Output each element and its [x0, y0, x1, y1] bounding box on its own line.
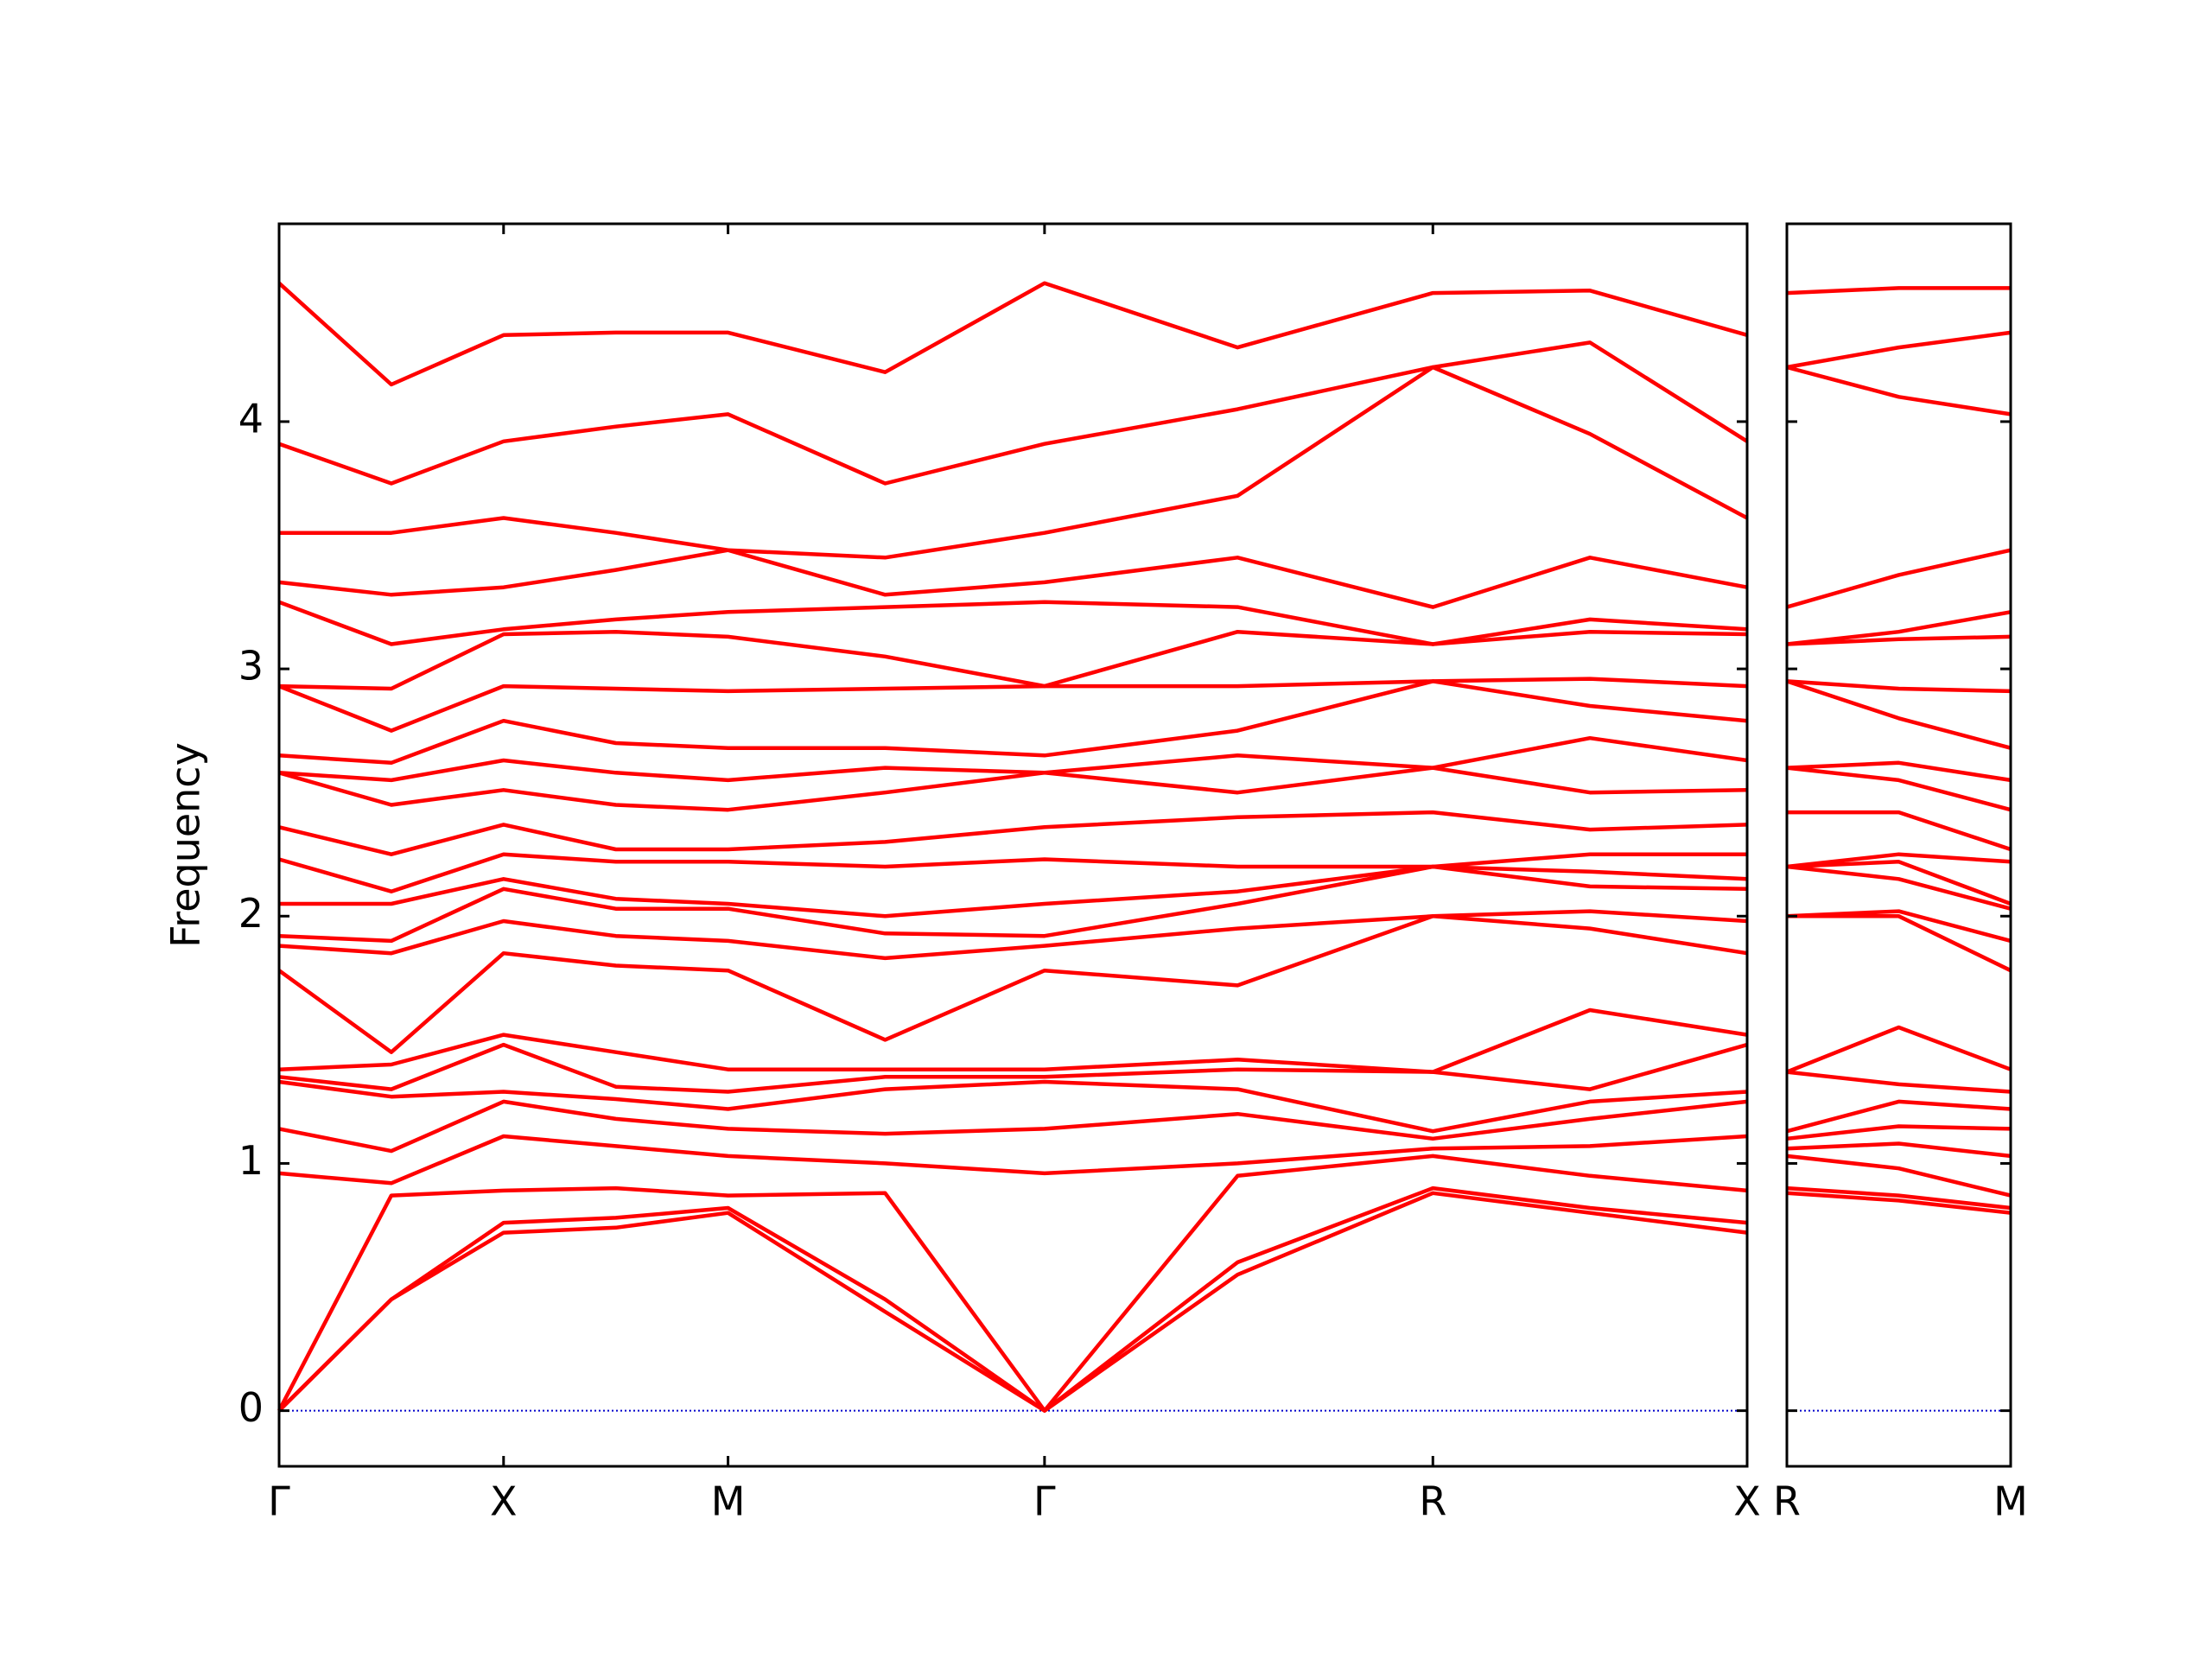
y-tick-label: 0 [238, 1384, 264, 1431]
band-line [1787, 914, 2012, 973]
plot-frame [1785, 222, 2012, 1468]
band-line [278, 600, 1748, 646]
band-line [278, 1042, 1748, 1094]
band-line [1786, 679, 2012, 694]
band-line [278, 909, 1748, 961]
band-line [278, 852, 1747, 893]
x-tick-label: M [711, 1478, 746, 1525]
band-line [1786, 864, 2012, 911]
band-line [1786, 1025, 2012, 1074]
band-line [1786, 760, 2012, 783]
band-line [279, 365, 1749, 560]
band-line [278, 1134, 1748, 1185]
band-line [1786, 330, 2012, 370]
band-line [1786, 852, 2012, 869]
band-line [1786, 634, 2012, 646]
band-line [277, 1154, 1748, 1413]
band-line [277, 914, 1748, 1054]
x-tick-label: R [1773, 1478, 1801, 1525]
band-line [278, 864, 1748, 944]
band-line [278, 1007, 1748, 1074]
band-line [1786, 610, 2012, 646]
band-line [1786, 286, 2011, 296]
x-tick-label: R [1419, 1478, 1446, 1525]
band-line [278, 629, 1748, 691]
band-line [1786, 548, 2012, 609]
band-line [278, 735, 1748, 783]
y-tick-label: 4 [238, 395, 264, 442]
y-tick-label: 2 [238, 890, 264, 937]
band-line [277, 1191, 1748, 1413]
y-axis-label: Frequency [162, 742, 209, 948]
x-tick-label: M [1993, 1478, 2028, 1525]
band-line [278, 677, 1748, 733]
band-line [1786, 860, 2012, 906]
x-tick-label: X [490, 1478, 518, 1525]
band-line [1786, 679, 2012, 750]
band-line [278, 810, 1748, 856]
band-line [277, 281, 1748, 387]
band-line [1786, 1185, 2012, 1211]
band-line [278, 548, 1748, 609]
band-line [277, 1185, 1748, 1413]
band-line [1786, 1070, 2012, 1094]
band-line [1786, 1141, 2012, 1159]
band-line [278, 1079, 1748, 1134]
band-line [278, 1099, 1748, 1154]
x-tick-label: X [1733, 1478, 1761, 1525]
band-line [278, 679, 1748, 766]
band-line [1786, 1154, 2012, 1198]
plot-frame [277, 222, 1749, 1468]
x-tick-label: Γ [268, 1478, 290, 1525]
band-line [1786, 766, 2012, 812]
band-line [278, 766, 1748, 812]
y-tick-label: 3 [238, 643, 264, 690]
band-line [1787, 810, 2012, 852]
x-tick-label: Γ [1033, 1478, 1056, 1525]
band-line [1786, 1191, 2012, 1215]
band-line [1786, 909, 2012, 944]
y-tick-label: 1 [238, 1137, 264, 1184]
band-line [1786, 365, 2012, 416]
band-line [1786, 1099, 2012, 1134]
band-line [1786, 1124, 2012, 1141]
band-line [278, 340, 1749, 486]
band-line [279, 864, 1748, 918]
